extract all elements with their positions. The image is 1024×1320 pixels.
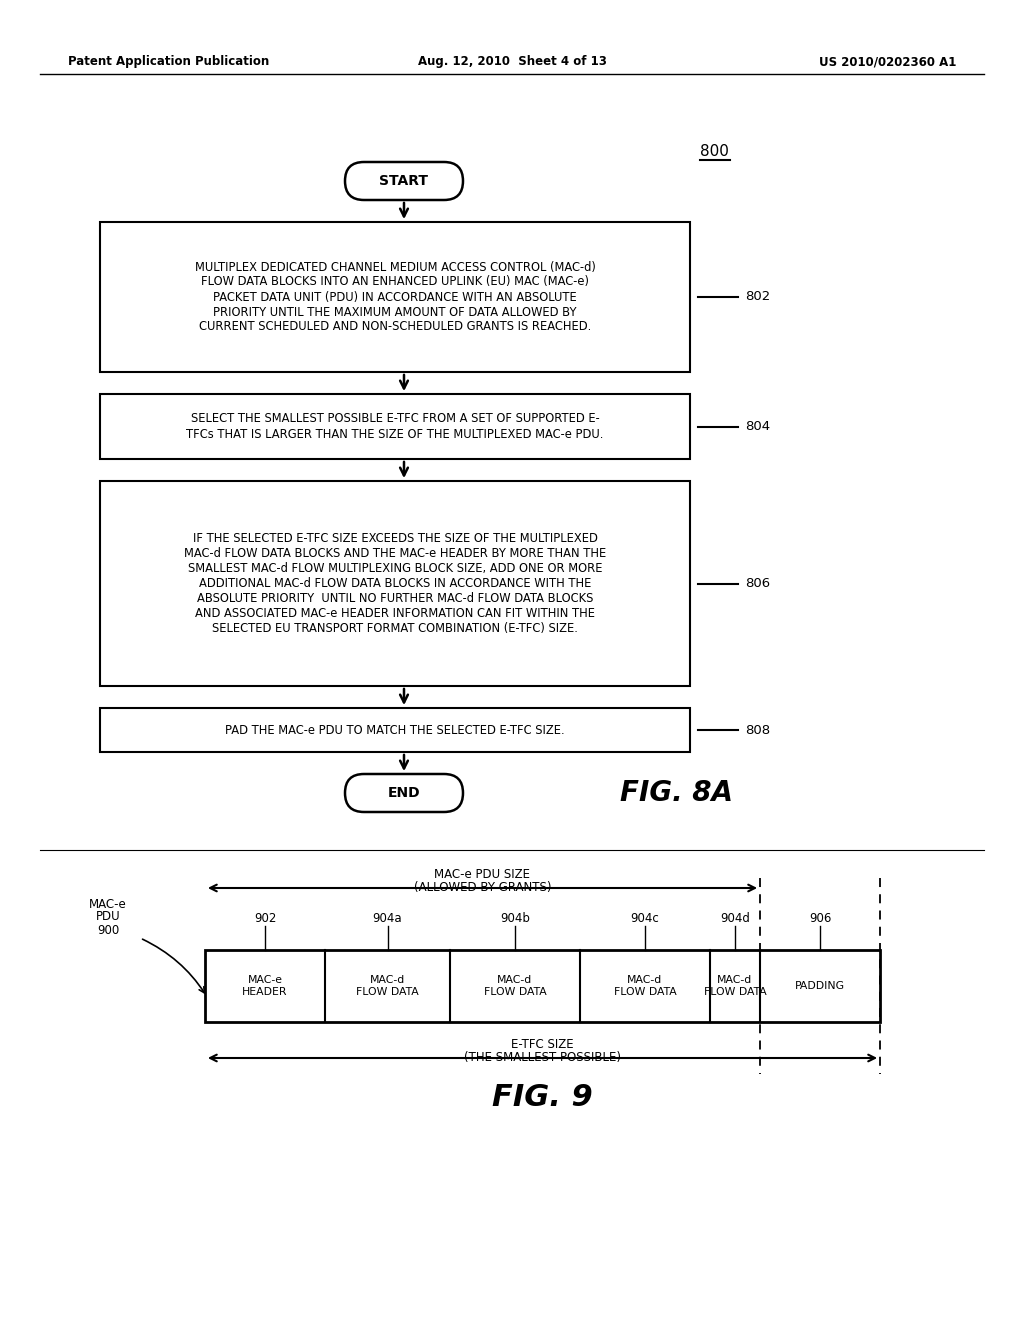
Text: 808: 808 [745,723,770,737]
Text: (THE SMALLEST POSSIBLE): (THE SMALLEST POSSIBLE) [464,1052,621,1064]
Text: E-TFC SIZE: E-TFC SIZE [511,1038,573,1051]
Text: 802: 802 [745,290,770,304]
Text: 904a: 904a [373,912,402,924]
Text: 904c: 904c [631,912,659,924]
Text: MAC-d
FLOW DATA: MAC-d FLOW DATA [356,975,419,997]
Text: PAD THE MAC-e PDU TO MATCH THE SELECTED E-TFC SIZE.: PAD THE MAC-e PDU TO MATCH THE SELECTED … [225,723,565,737]
Text: MAC-e: MAC-e [89,898,127,911]
Text: MAC-d
FLOW DATA: MAC-d FLOW DATA [613,975,677,997]
Text: START: START [380,174,428,187]
Text: PADDING: PADDING [795,981,845,991]
Text: MAC-d
FLOW DATA: MAC-d FLOW DATA [483,975,547,997]
Text: MAC-e
HEADER: MAC-e HEADER [243,975,288,997]
FancyBboxPatch shape [345,774,463,812]
Text: 900: 900 [97,924,119,936]
Bar [205,950,880,1022]
Text: IF THE SELECTED E-TFC SIZE EXCEEDS THE SIZE OF THE MULTIPLEXED
MAC-d FLOW DATA B: IF THE SELECTED E-TFC SIZE EXCEEDS THE S… [184,532,606,635]
Bar [100,480,690,686]
Text: 800: 800 [700,144,729,160]
Text: MULTIPLEX DEDICATED CHANNEL MEDIUM ACCESS CONTROL (MAC-d)
FLOW DATA BLOCKS INTO : MULTIPLEX DEDICATED CHANNEL MEDIUM ACCES… [195,260,595,334]
Text: 906: 906 [809,912,831,924]
Text: US 2010/0202360 A1: US 2010/0202360 A1 [818,55,956,69]
Bar [100,393,690,459]
Bar [100,222,690,372]
FancyBboxPatch shape [345,162,463,201]
Text: END: END [388,785,420,800]
Text: 904d: 904d [720,912,750,924]
Text: MAC-e PDU SIZE: MAC-e PDU SIZE [434,867,530,880]
Text: MAC-d
FLOW DATA: MAC-d FLOW DATA [703,975,766,997]
Text: FIG. 9: FIG. 9 [493,1084,593,1113]
Text: Aug. 12, 2010  Sheet 4 of 13: Aug. 12, 2010 Sheet 4 of 13 [418,55,606,69]
Text: 806: 806 [745,577,770,590]
Text: 902: 902 [254,912,276,924]
Bar [100,708,690,752]
Text: PDU: PDU [95,909,120,923]
Text: 904b: 904b [500,912,530,924]
Text: (ALLOWED BY GRANTS): (ALLOWED BY GRANTS) [414,882,551,895]
Text: 804: 804 [745,420,770,433]
Text: Patent Application Publication: Patent Application Publication [68,55,269,69]
Text: FIG. 8A: FIG. 8A [620,779,733,807]
Text: SELECT THE SMALLEST POSSIBLE E-TFC FROM A SET OF SUPPORTED E-
TFCs THAT IS LARGE: SELECT THE SMALLEST POSSIBLE E-TFC FROM … [186,412,604,441]
